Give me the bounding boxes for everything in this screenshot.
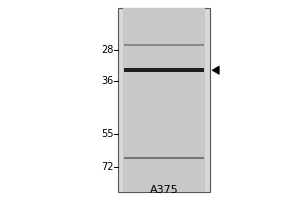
Text: 36: 36 xyxy=(102,76,114,86)
Bar xyxy=(123,8,205,192)
Text: 72: 72 xyxy=(101,162,114,172)
Bar xyxy=(118,8,210,192)
Bar xyxy=(124,68,204,72)
Text: 55: 55 xyxy=(101,129,114,139)
Text: A375: A375 xyxy=(150,185,178,195)
Bar xyxy=(124,44,204,46)
Text: 28: 28 xyxy=(102,45,114,55)
Polygon shape xyxy=(212,66,219,74)
Bar xyxy=(124,157,204,159)
